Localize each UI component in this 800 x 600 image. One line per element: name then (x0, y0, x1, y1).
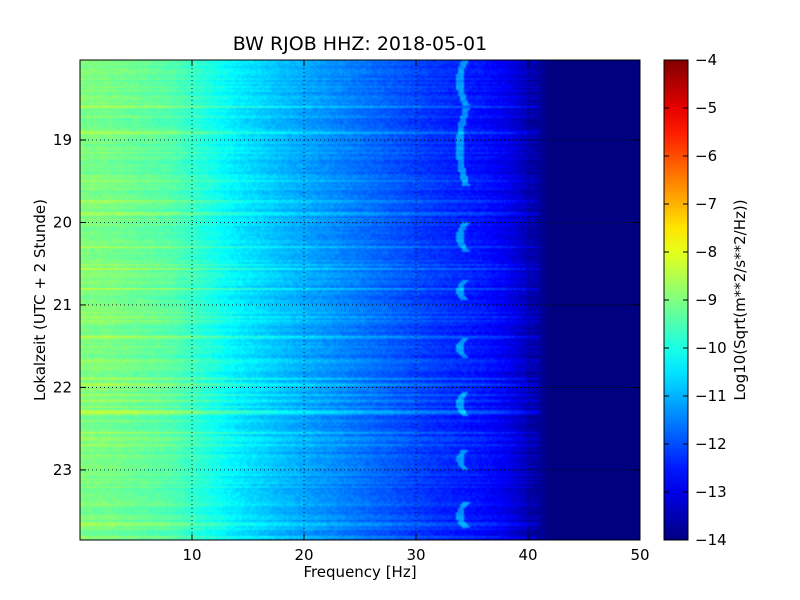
colorbar-tick-label: −5 (695, 99, 717, 117)
colorbar-tick-label: −8 (695, 243, 717, 261)
x-axis-ticks: 10 20 30 40 50 (182, 60, 650, 564)
colorbar-tick-label: −13 (695, 483, 727, 501)
colorbar-tick-label: −9 (695, 291, 717, 309)
y-tick-label: 20 (53, 213, 72, 231)
plot-frame (79, 59, 641, 541)
x-tick-label: 30 (406, 546, 425, 564)
chart-title: BW RJOB HHZ: 2018-05-01 (233, 33, 487, 55)
x-tick-label: 40 (518, 546, 537, 564)
colorbar-ticks: −4 −5 −6 −7 −8 −9 −10 −11 −12 −13 −14 (663, 51, 727, 549)
plot-area (79, 59, 641, 541)
colorbar-tick-label: −4 (695, 51, 717, 69)
colorbar-label: Log10(Sqrt(m**2/s**2/Hz)) (731, 199, 749, 400)
y-axis-label: Lokalzeit (UTC + 2 Stunde) (31, 199, 49, 401)
y-axis-ticks: 19 20 21 22 23 (53, 131, 640, 479)
y-tick-label: 19 (53, 131, 72, 149)
y-tick-label: 21 (53, 296, 72, 314)
x-axis-label: Frequency [Hz] (303, 563, 416, 581)
colorbar-tick-label: −14 (695, 531, 727, 549)
x-tick-label: 20 (294, 546, 313, 564)
y-tick-label: 22 (53, 378, 72, 396)
y-tick-label: 23 (53, 461, 72, 479)
colorbar-tick-label: −10 (695, 339, 727, 357)
colorbar-tick-label: −7 (695, 195, 717, 213)
spectrogram-image (80, 60, 640, 540)
colorbar-tick-label: −11 (695, 387, 727, 405)
colorbar-tick-label: −12 (695, 435, 727, 453)
x-tick-label: 50 (630, 546, 649, 564)
x-tick-label: 10 (182, 546, 201, 564)
colorbar-tick-label: −6 (695, 147, 717, 165)
